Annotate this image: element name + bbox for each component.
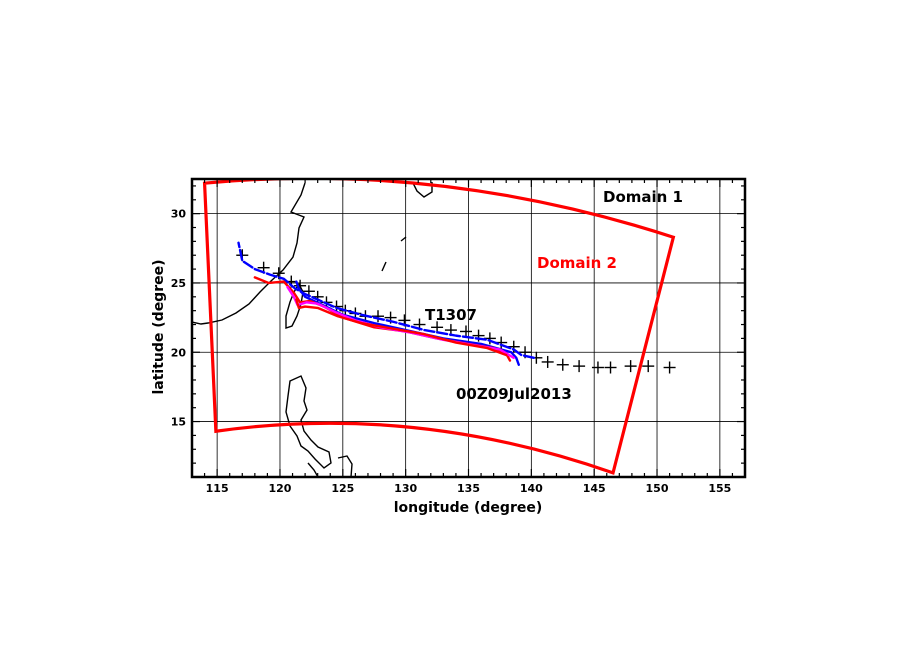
best-track-marker [556,358,569,371]
best-track-marker [642,360,655,373]
axis-ticks: 115 120 125 130 135 140 145 150 155 15 20 25 30 [171,179,746,495]
best-track-marker [624,360,637,373]
forecast-track-blue [237,241,536,359]
y-tick-label: 15 [171,416,186,429]
visayas-island-1 [307,462,319,477]
graticule [192,179,745,477]
best-track-markers [236,249,676,374]
domain-1-label: Domain 1 [603,188,683,206]
y-tick-label: 30 [171,208,187,221]
domain-2-label: Domain 2 [537,254,617,272]
y-tick-label: 20 [171,346,187,359]
forecast-tracks [237,241,536,366]
best-track-marker [573,360,586,373]
x-tick-label: 155 [708,482,731,495]
taiwan-coast [285,282,304,329]
best-track-marker [372,310,385,323]
best-track-marker [604,361,617,374]
ryukyu-island-1 [400,236,407,242]
visayas-island-2 [337,455,353,477]
x-tick-label: 140 [520,482,543,495]
china-coast [192,182,306,325]
ryukyu-island-2 [381,261,387,272]
x-tick-label: 115 [206,482,229,495]
x-tick-label: 135 [457,482,480,495]
domain-2-boundary [202,179,676,475]
forecast-track-red [295,298,508,357]
best-track-marker [459,325,472,338]
domain-2-box [202,179,676,475]
korea-coast [412,182,433,198]
y-tick-label: 25 [171,277,186,290]
x-tick-label: 150 [646,482,669,495]
x-tick-label: 125 [331,482,354,495]
best-track-marker [591,361,604,374]
y-axis-title: latitude (degree) [151,259,167,394]
luzon-coast [285,375,332,469]
forecast-track-blue [295,280,520,366]
coastlines [192,182,433,477]
storm-id-label: T1307 [425,306,477,324]
x-tick-label: 145 [583,482,606,495]
x-tick-label: 120 [268,482,291,495]
best-track-marker [541,355,554,368]
best-track-marker [663,361,676,374]
init-time-label: 00Z09Jul2013 [456,385,572,403]
x-axis-title: longitude (degree) [394,500,542,516]
x-tick-label: 130 [394,482,417,495]
